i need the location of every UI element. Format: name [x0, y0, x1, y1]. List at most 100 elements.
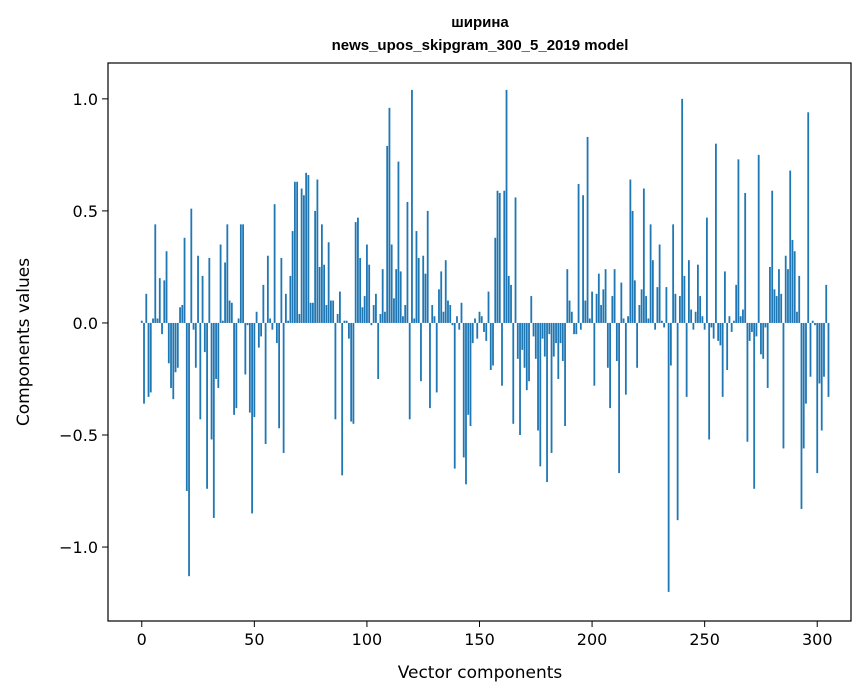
bar: [465, 322, 467, 485]
bar: [809, 322, 812, 377]
bar: [557, 322, 560, 379]
bar: [512, 322, 515, 424]
bar: [244, 322, 247, 375]
bar: [172, 322, 175, 400]
bar: [210, 322, 213, 440]
bar: [818, 322, 821, 384]
bar: [618, 322, 620, 474]
bar: [411, 89, 413, 323]
bar: [260, 322, 262, 337]
bar: [264, 322, 267, 444]
bar: [514, 197, 517, 323]
bar: [316, 179, 319, 323]
bar: [825, 284, 828, 323]
bar: [417, 257, 420, 323]
bar: [703, 322, 706, 330]
bar: [366, 244, 368, 323]
bar: [764, 322, 767, 328]
x-tick-label: 200: [577, 630, 608, 649]
bar: [352, 322, 355, 424]
bar: [793, 251, 796, 323]
bar: [147, 322, 150, 397]
bar: [230, 302, 233, 323]
bar: [561, 322, 564, 362]
bar: [431, 305, 434, 323]
bar: [748, 322, 751, 341]
bar: [390, 244, 393, 323]
bar: [753, 322, 756, 489]
bar: [798, 275, 801, 323]
bar: [480, 316, 483, 323]
y-tick-label: −0.5: [59, 426, 98, 445]
y-axis: −1.0 −0.5 0.0 0.5 1.0: [59, 90, 108, 557]
bar: [595, 293, 598, 323]
bar: [611, 296, 614, 323]
bar: [494, 237, 497, 323]
bar: [327, 242, 330, 323]
bar: [224, 262, 226, 323]
bar: [627, 316, 629, 323]
bar: [440, 271, 443, 323]
bar: [345, 320, 348, 323]
bar: [176, 322, 179, 368]
bar: [282, 322, 285, 453]
bar: [789, 170, 792, 323]
bar: [190, 208, 193, 323]
bar: [584, 300, 587, 323]
bar: [694, 311, 697, 323]
bar-series: [140, 89, 830, 592]
bar: [510, 284, 512, 323]
bar: [447, 300, 449, 323]
bar: [377, 322, 380, 379]
bar: [573, 322, 575, 335]
bar: [449, 305, 452, 323]
bar: [487, 291, 490, 323]
bar: [212, 322, 215, 518]
bar: [149, 322, 152, 393]
bar: [647, 318, 650, 323]
bar: [636, 322, 639, 368]
bar: [613, 269, 616, 323]
x-tick-label: 0: [137, 630, 147, 649]
bar: [669, 322, 672, 366]
bar: [395, 269, 398, 323]
bar: [262, 284, 265, 323]
bar: [413, 318, 416, 323]
y-axis-label: Components values: [14, 258, 34, 426]
bar: [742, 309, 744, 323]
x-tick-label: 100: [352, 630, 383, 649]
bar: [712, 322, 715, 339]
x-axis: 0 50 100 150 200 250 300: [137, 621, 833, 649]
bar: [591, 291, 593, 323]
bar: [521, 322, 524, 350]
bar: [566, 269, 569, 323]
bar: [674, 293, 677, 323]
bar: [651, 260, 654, 323]
bar: [278, 322, 281, 429]
bar: [156, 318, 159, 323]
bar: [343, 320, 346, 323]
bar: [757, 154, 760, 323]
bar: [739, 316, 742, 323]
bar: [143, 322, 145, 404]
bar: [546, 322, 548, 483]
bar: [255, 311, 258, 323]
bar: [140, 320, 143, 323]
bar: [564, 322, 566, 427]
bar: [685, 322, 688, 397]
bar: [543, 322, 546, 357]
bar: [802, 322, 805, 449]
bar: [733, 320, 735, 323]
bar: [676, 322, 679, 521]
chart-title: ширина: [451, 14, 509, 31]
bar: [631, 210, 634, 323]
y-tick-label: 1.0: [73, 90, 98, 109]
bar: [271, 322, 274, 330]
bar: [620, 282, 623, 323]
bar: [766, 322, 769, 388]
bar: [600, 305, 602, 323]
bar: [426, 210, 429, 323]
bar: [359, 257, 362, 323]
bar: [424, 273, 427, 323]
bar: [467, 322, 470, 415]
